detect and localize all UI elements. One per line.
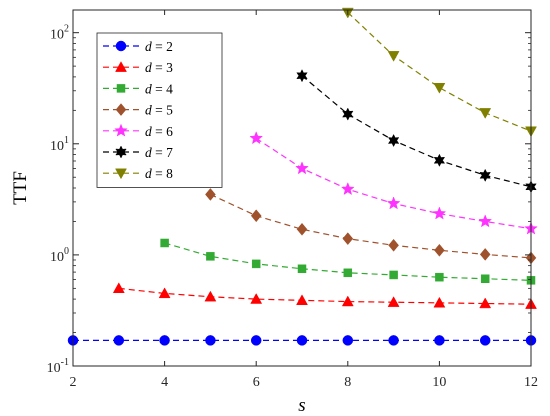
legend-entry: d = 4: [103, 81, 173, 96]
data-point: [479, 335, 491, 346]
data-point: [340, 182, 355, 196]
series-d-2: [67, 335, 537, 346]
data-point: [478, 214, 493, 228]
legend-label: d = 7: [145, 145, 173, 160]
data-point: [251, 259, 261, 269]
data-point: [296, 222, 308, 236]
legend: d = 2 d = 3 d = 4 d = 5 d = 6 d = 7 d = 8: [96, 32, 223, 188]
x-axis-label: s: [298, 395, 305, 416]
data-point: [432, 206, 447, 220]
data-point: [434, 243, 445, 257]
data-point: [479, 108, 492, 119]
data-point: [297, 264, 307, 274]
data-point: [387, 296, 400, 307]
data-point: [206, 252, 215, 261]
data-point: [295, 161, 309, 175]
legend-entry: d = 7: [103, 145, 173, 160]
legend-marker: [114, 123, 128, 137]
legend-entry: d = 8: [103, 166, 173, 181]
series-d-3: [112, 282, 537, 309]
data-point: [342, 107, 354, 121]
axes-layer: 2 4 6 8 10 12 10-1 100 101 102: [47, 10, 538, 390]
y-tick-label-0: 10-1: [47, 357, 69, 376]
legend-marker: [116, 84, 126, 93]
legend-label: d = 5: [145, 103, 173, 118]
data-point: [159, 335, 170, 346]
series-line: [164, 242, 532, 281]
y-axis-label: TTF: [10, 171, 31, 205]
data-point: [112, 282, 125, 293]
data-point: [342, 335, 354, 346]
data-point: [434, 335, 445, 346]
data-point: [479, 297, 492, 309]
data-point: [479, 168, 491, 182]
series-d-5: [205, 188, 537, 265]
data-point: [343, 268, 353, 278]
legend-marker: [115, 168, 127, 180]
data-point: [480, 274, 490, 283]
data-point: [160, 238, 169, 248]
legend-marker: [115, 40, 127, 52]
x-tick-label-4: 4: [161, 375, 168, 390]
x-tick-label-10: 10: [432, 375, 446, 390]
data-point: [250, 209, 262, 223]
x-tick-label-12: 12: [524, 375, 538, 390]
series-d-7: [296, 69, 537, 194]
y-tick-label-2: 101: [50, 135, 69, 154]
x-tick-label-8: 8: [344, 375, 351, 390]
data-point: [250, 293, 263, 304]
series-line: [118, 287, 532, 305]
legend-entry: d = 3: [103, 60, 173, 75]
series-d-4: [160, 238, 536, 285]
data-point: [341, 295, 354, 307]
data-point: [296, 335, 308, 346]
data-point: [386, 196, 401, 210]
data-point: [250, 335, 262, 346]
data-point: [433, 83, 446, 94]
legend-label: d = 8: [145, 166, 173, 181]
legend-entry: d = 5: [103, 103, 173, 118]
legend-marker: [115, 145, 127, 159]
legend-label: d = 4: [145, 81, 173, 96]
data-point: [204, 290, 217, 302]
series-d-6: [249, 131, 538, 235]
data-point: [435, 272, 444, 282]
data-point: [113, 335, 125, 346]
legend-label: d = 3: [145, 60, 173, 75]
data-point: [158, 287, 171, 299]
series-line: [210, 193, 532, 259]
data-point: [387, 133, 400, 148]
legend-label: d = 6: [145, 124, 173, 139]
data-point: [479, 248, 491, 261]
data-point: [205, 188, 216, 201]
data-point: [342, 232, 354, 246]
data-point: [388, 335, 399, 346]
x-tick-label-6: 6: [253, 375, 260, 390]
data-point: [205, 335, 216, 346]
legend-label: d = 2: [145, 39, 173, 54]
data-point: [387, 51, 400, 62]
series-line: [347, 12, 532, 132]
legend-marker: [115, 103, 127, 116]
legend-entry: d = 2: [103, 39, 173, 54]
legend-marker: [115, 61, 127, 72]
data-point: [433, 296, 446, 308]
y-tick-label-3: 102: [50, 24, 69, 43]
data-point: [388, 238, 399, 252]
data-point: [296, 294, 308, 305]
x-tick-label-2: 2: [70, 375, 77, 390]
data-point: [389, 270, 398, 280]
y-tick-label-1: 100: [50, 246, 69, 265]
data-point: [433, 153, 446, 167]
data-point: [296, 69, 308, 83]
legend-entry: d = 6: [103, 123, 173, 139]
data-point: [249, 131, 264, 145]
